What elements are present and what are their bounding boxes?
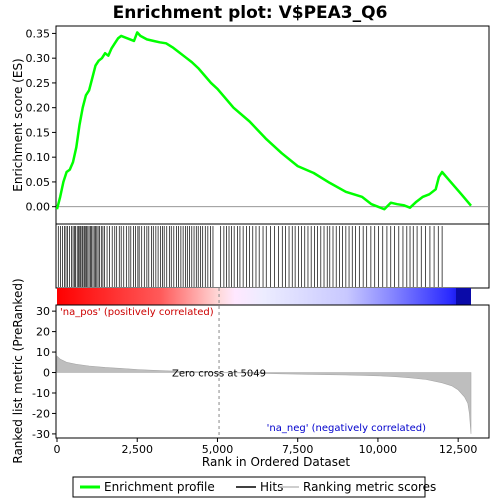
zero-cross-label: Zero cross at 5049 <box>172 369 266 380</box>
negative-correlation-label: 'na_neg' (negatively correlated) <box>267 423 426 434</box>
metric-y-axis: -30 -20 -10 0 10 20 30 <box>32 305 56 441</box>
metric-y-tick-label: -10 <box>32 387 50 400</box>
es-y-axis-label: Enrichment score (ES) <box>11 58 25 191</box>
x-axis-label: Rank in Ordered Dataset <box>202 455 350 469</box>
x-axis: 0 2,500 5,000 7,500 10,000 12,500 <box>54 438 478 456</box>
x-tick-label: 5,000 <box>202 443 234 456</box>
hits-bars <box>57 226 443 287</box>
es-y-tick-label: 0.30 <box>26 52 51 65</box>
rank-color-bar-end <box>456 288 471 305</box>
es-y-tick-label: 0.35 <box>26 27 51 40</box>
chart-title: Enrichment plot: V$PEA3_Q6 <box>113 3 388 23</box>
x-tick-label: 0 <box>54 443 61 456</box>
x-tick-label: 12,500 <box>439 443 478 456</box>
legend-hits-label: Hits <box>260 480 283 494</box>
metric-y-tick-label: 10 <box>36 346 50 359</box>
x-tick-label: 10,000 <box>359 443 398 456</box>
es-y-tick-label: 0.00 <box>26 201 51 214</box>
metric-y-axis-label: Ranked list metric (PreRanked) <box>11 278 25 463</box>
legend-metric-label: Ranking metric scores <box>303 480 436 494</box>
es-y-tick-label: 0.05 <box>26 176 51 189</box>
ranking-metric-area <box>56 355 472 434</box>
positive-correlation-label: 'na_pos' (positively correlated) <box>60 307 214 318</box>
x-tick-label: 7,500 <box>282 443 314 456</box>
enrichment-profile-line <box>55 31 472 211</box>
ranking-metric-fill <box>56 355 472 434</box>
es-y-tick-label: 0.25 <box>26 77 51 90</box>
metric-y-tick-label: -20 <box>32 407 50 420</box>
enrichment-profile-curve <box>55 31 472 211</box>
es-y-tick-label: 0.20 <box>26 102 51 115</box>
es-panel <box>55 25 490 225</box>
metric-y-tick-label: 20 <box>36 326 50 339</box>
es-y-tick-label: 0.15 <box>26 126 51 139</box>
rank-color-bar <box>57 288 471 305</box>
metric-y-tick-label: -30 <box>32 428 50 441</box>
x-tick-label: 2,500 <box>121 443 153 456</box>
es-y-tick-label: 0.10 <box>26 151 51 164</box>
metric-y-tick-label: 0 <box>43 367 50 380</box>
metric-y-tick-label: 30 <box>36 305 50 318</box>
legend-enrichment-label: Enrichment profile <box>104 480 215 494</box>
es-y-axis: 0.00 0.05 0.10 0.15 0.20 0.25 0.30 0.35 <box>26 27 489 214</box>
